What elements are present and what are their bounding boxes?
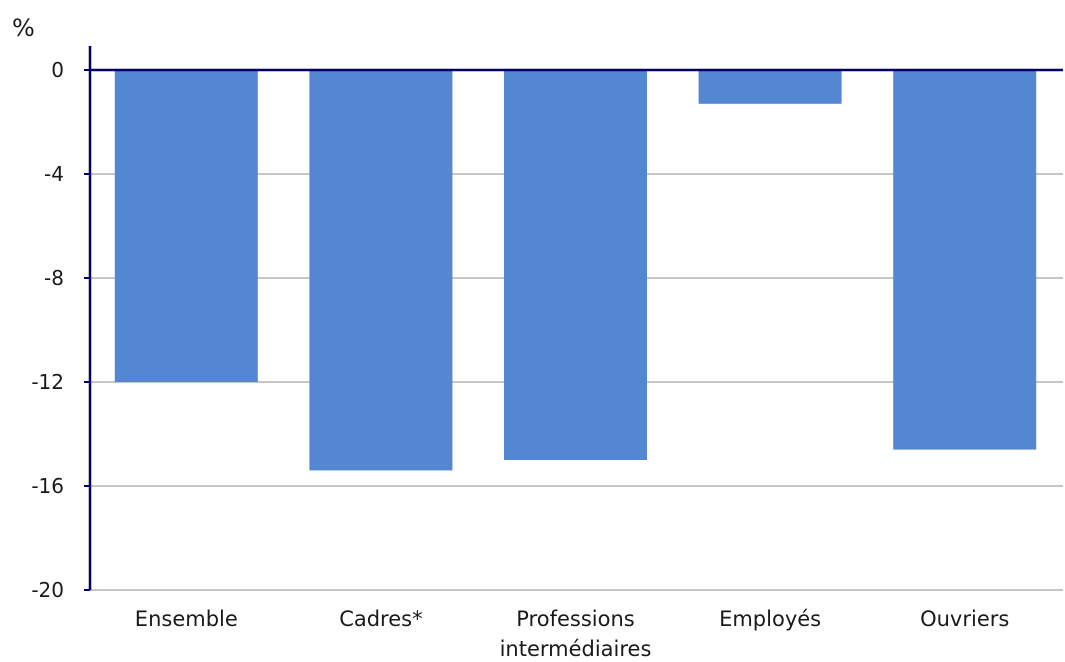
x-tick-label: Ouvriers — [920, 607, 1009, 631]
y-tick-label: -16 — [31, 474, 64, 498]
y-axis-unit-label: % — [12, 14, 35, 42]
axes — [84, 46, 1063, 591]
bar — [309, 70, 453, 471]
y-tick-label: -20 — [31, 578, 64, 602]
x-tick-label: Professions — [516, 607, 634, 631]
bar — [504, 70, 647, 460]
x-tick-label: Ensemble — [135, 607, 238, 631]
y-tick-label: -12 — [31, 370, 64, 394]
x-tick-label: intermédiaires — [500, 637, 652, 658]
y-axis-tick-labels: 0 -4 -8 -12 -16 -20 — [31, 58, 64, 602]
x-tick-label: Employés — [719, 607, 821, 631]
bars — [114, 70, 1037, 471]
bar — [893, 70, 1037, 450]
bar — [698, 70, 842, 104]
x-axis-tick-labels: Ensemble Cadres* Professions intermédiaires… — [135, 607, 1010, 661]
bar — [114, 70, 258, 382]
y-tick-label: 0 — [51, 58, 64, 82]
x-tick-label: Cadres* — [339, 607, 422, 631]
y-tick-label: -4 — [44, 162, 64, 186]
y-tick-label: -8 — [44, 266, 64, 290]
